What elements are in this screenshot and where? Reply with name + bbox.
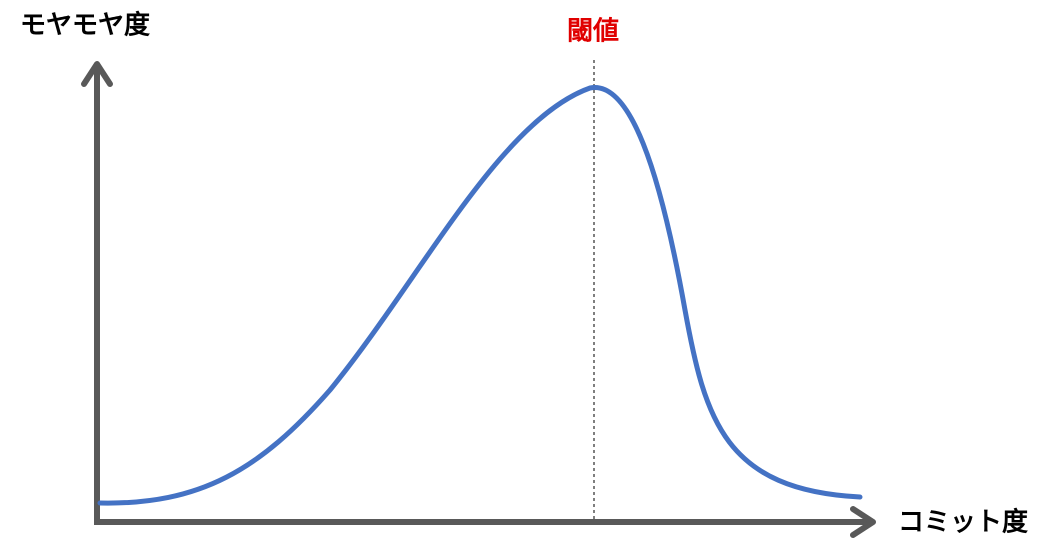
curve: [97, 85, 863, 506]
x-axis-label: コミット度: [898, 507, 1028, 538]
x-axis-arrowhead: [850, 506, 876, 538]
y-axis-label: モヤモヤ度: [20, 10, 150, 41]
y-axis-arrowhead: [81, 61, 113, 87]
threshold-label: 閾値: [567, 17, 619, 47]
